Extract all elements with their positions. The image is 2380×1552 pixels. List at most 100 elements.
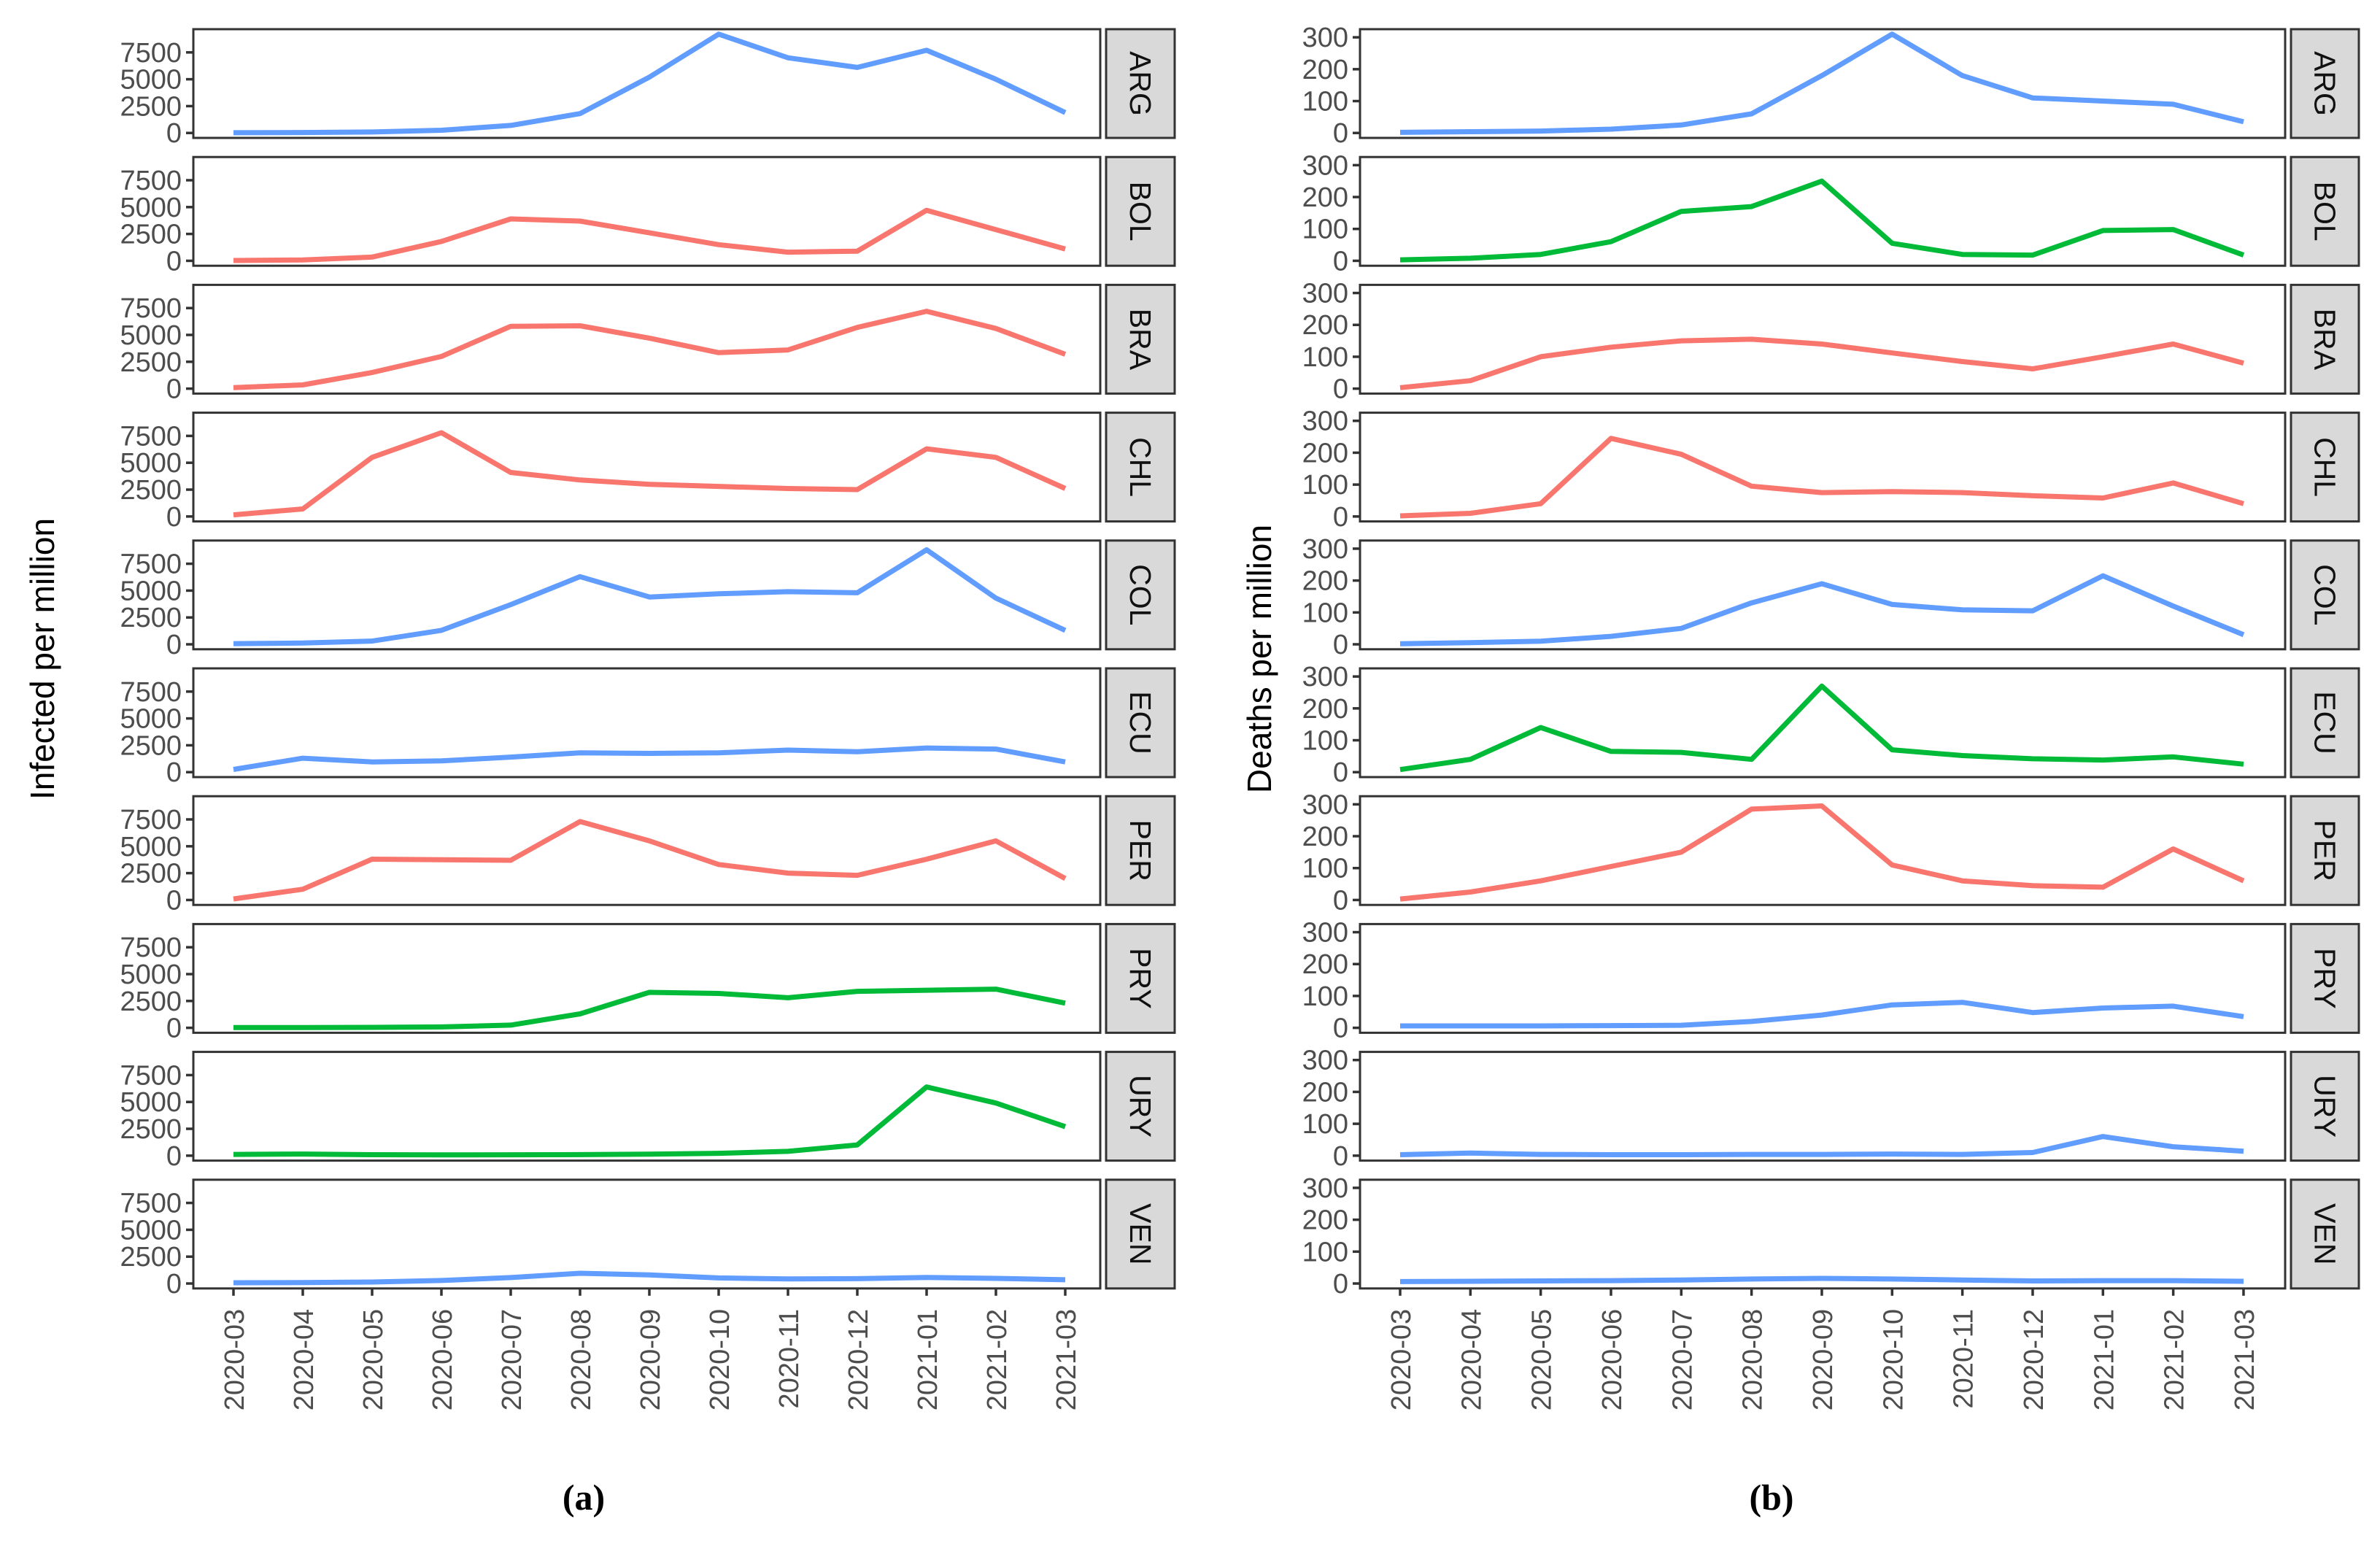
strip-chl bbox=[2290, 412, 2360, 523]
y-tick-label: 200 bbox=[1302, 182, 1348, 213]
strip-pry bbox=[1105, 922, 1176, 1034]
series-line-arg bbox=[233, 31, 1067, 136]
y-tick-label: 0 bbox=[166, 118, 182, 149]
strip-bol bbox=[2290, 155, 2360, 267]
y-tick-label: 7500 bbox=[120, 805, 182, 835]
x-tick-label: 2021-02 bbox=[2160, 1309, 2190, 1410]
strip-label: ARG bbox=[1124, 51, 1157, 116]
y-tick-label: 2500 bbox=[120, 1114, 182, 1145]
y-tick-label: 0 bbox=[166, 1269, 182, 1300]
strip-per bbox=[1105, 795, 1176, 906]
x-tick-label: 2020-12 bbox=[2019, 1309, 2049, 1410]
strip-per bbox=[2290, 795, 2360, 906]
strip-pry bbox=[2290, 922, 2360, 1034]
x-tick-label: 2020-07 bbox=[1667, 1309, 1698, 1410]
x-tick-label: 2020-09 bbox=[1808, 1309, 1839, 1410]
y-tick-label: 0 bbox=[166, 1141, 182, 1172]
y-tick-label: 200 bbox=[1302, 822, 1348, 852]
strip-label: BOL bbox=[1124, 182, 1157, 242]
y-tick-label: 7500 bbox=[120, 166, 182, 196]
facet-panel bbox=[1359, 155, 2287, 267]
facet-panel bbox=[1359, 1178, 2287, 1290]
y-tick-label: 5000 bbox=[120, 448, 182, 479]
y-tick-label: 2500 bbox=[120, 91, 182, 122]
y-tick-label: 200 bbox=[1302, 566, 1348, 597]
facet-panel bbox=[192, 412, 1102, 523]
x-tick-label: 2020-08 bbox=[1738, 1309, 1769, 1410]
strip-label: BRA bbox=[1124, 309, 1157, 371]
y-tick-label: 5000 bbox=[120, 832, 182, 862]
panel-b: 0100200300ARG0100200300BOL0100200300BRA0… bbox=[1302, 23, 2360, 1410]
series-line-chl bbox=[1399, 436, 2244, 519]
facet-panel bbox=[192, 155, 1102, 267]
y-tick-label: 300 bbox=[1302, 1046, 1348, 1076]
strip-label: VEN bbox=[1124, 1203, 1157, 1265]
y-tick-label: 5000 bbox=[120, 1215, 182, 1246]
x-tick-label: 2020-06 bbox=[1597, 1309, 1628, 1410]
y-tick-label: 200 bbox=[1302, 438, 1348, 468]
facet-panel bbox=[1359, 539, 2287, 651]
y-tick-label: 0 bbox=[166, 885, 182, 916]
strip-bra bbox=[1105, 283, 1176, 395]
strip-label: COL bbox=[2308, 564, 2342, 625]
y-tick-label: 2500 bbox=[120, 859, 182, 889]
y-tick-label: 100 bbox=[1302, 1109, 1348, 1140]
facet-panel bbox=[192, 28, 1102, 139]
x-tick-label: 2020-08 bbox=[566, 1309, 597, 1410]
y-tick-label: 2500 bbox=[120, 1242, 182, 1273]
y-tick-label: 7500 bbox=[120, 421, 182, 452]
strip-ury bbox=[2290, 1051, 2360, 1162]
strip-label: ECU bbox=[1124, 691, 1157, 754]
series-line-bra bbox=[233, 309, 1067, 390]
y-tick-label: 100 bbox=[1302, 598, 1348, 628]
y-axis-title-infected: Infected per million bbox=[23, 517, 61, 800]
x-tick-label: 2021-01 bbox=[913, 1309, 943, 1410]
strip-chl bbox=[1105, 412, 1176, 523]
y-tick-label: 300 bbox=[1302, 150, 1348, 181]
facet-panel bbox=[192, 1178, 1102, 1290]
y-tick-label: 300 bbox=[1302, 918, 1348, 949]
y-tick-label: 0 bbox=[166, 374, 182, 405]
strip-label: ECU bbox=[2308, 691, 2342, 754]
y-tick-label: 7500 bbox=[120, 549, 182, 580]
y-tick-label: 7500 bbox=[120, 293, 182, 324]
y-tick-label: 2500 bbox=[120, 220, 182, 250]
series-line-arg bbox=[1399, 31, 2244, 135]
y-tick-label: 100 bbox=[1302, 342, 1348, 373]
y-tick-label: 5000 bbox=[120, 704, 182, 735]
x-tick-label: 2020-10 bbox=[705, 1309, 735, 1410]
facet-panel bbox=[192, 1051, 1102, 1162]
strip-bra bbox=[2290, 283, 2360, 395]
y-tick-label: 200 bbox=[1302, 310, 1348, 341]
strip-bol bbox=[1105, 155, 1176, 267]
y-tick-label: 5000 bbox=[120, 576, 182, 606]
x-tick-label: 2020-05 bbox=[358, 1309, 389, 1410]
series-line-ecu bbox=[1399, 683, 2244, 773]
x-tick-label: 2021-03 bbox=[1051, 1309, 1082, 1410]
x-tick-label: 2021-01 bbox=[2089, 1309, 2120, 1410]
strip-ven bbox=[2290, 1178, 2360, 1290]
x-tick-label: 2020-12 bbox=[843, 1309, 874, 1410]
strip-arg bbox=[1105, 28, 1176, 139]
strip-ecu bbox=[2290, 667, 2360, 779]
y-tick-label: 100 bbox=[1302, 215, 1348, 245]
strip-label: URY bbox=[2308, 1075, 2342, 1138]
y-tick-label: 200 bbox=[1302, 694, 1348, 725]
y-tick-label: 0 bbox=[1333, 374, 1348, 405]
y-tick-label: 300 bbox=[1302, 1173, 1348, 1204]
y-tick-label: 300 bbox=[1302, 789, 1348, 820]
y-tick-label: 0 bbox=[1333, 1014, 1348, 1044]
y-tick-label: 200 bbox=[1302, 1077, 1348, 1108]
y-tick-label: 300 bbox=[1302, 534, 1348, 565]
y-tick-label: 300 bbox=[1302, 23, 1348, 53]
